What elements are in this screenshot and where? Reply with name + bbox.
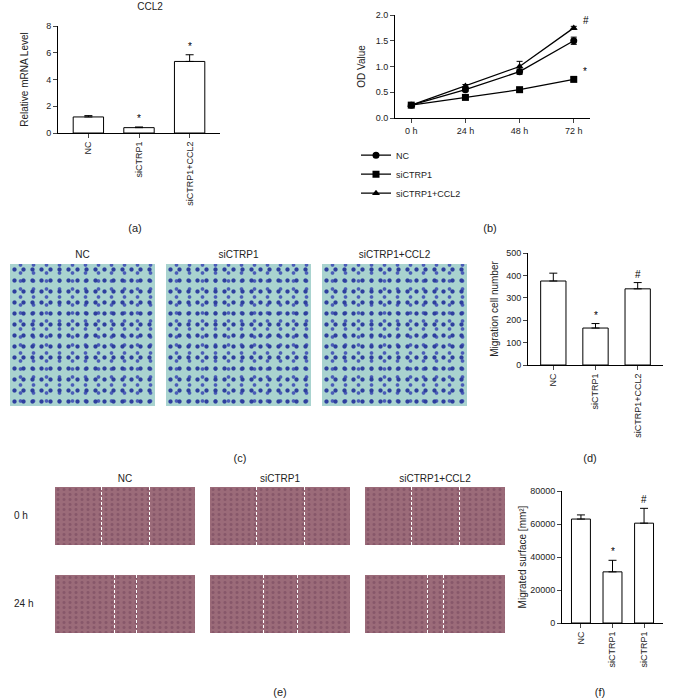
svg-text:siCTRP1+CCL2: siCTRP1+CCL2 — [633, 374, 643, 438]
svg-text:siCTRP1+CCL2: siCTRP1+CCL2 — [396, 189, 460, 199]
svg-text:8: 8 — [46, 21, 51, 31]
svg-text:NC: NC — [548, 373, 558, 386]
html-text:siCTRP1: siCTRP1 — [218, 249, 259, 260]
svg-text:*: * — [137, 113, 141, 124]
html-text:(c): (c) — [233, 452, 247, 464]
svg-text:0.0: 0.0 — [376, 113, 389, 123]
html-text:siCTRP1: siCTRP1 — [260, 473, 300, 484]
svg-text:60000: 60000 — [530, 519, 555, 529]
svg-text:100: 100 — [506, 338, 521, 348]
svg-text:*: * — [583, 66, 587, 77]
svg-text:siCTRP1: siCTRP1 — [134, 142, 144, 178]
svg-text:48 h: 48 h — [511, 126, 529, 136]
html-text:(e): (e) — [273, 686, 287, 698]
svg-text:NC: NC — [83, 141, 93, 154]
html-text:siCTRP1+CCL2: siCTRP1+CCL2 — [399, 473, 471, 484]
svg-text:2: 2 — [46, 101, 51, 111]
html-text:(b): (b) — [483, 222, 497, 234]
html-text:NC: NC — [75, 249, 90, 260]
svg-text:Relative mRNA Level: Relative mRNA Level — [19, 32, 30, 126]
svg-text:*: * — [594, 310, 598, 321]
html-text:siCTRP1+CCL2: siCTRP1+CCL2 — [358, 249, 431, 260]
svg-text:0: 0 — [550, 618, 555, 628]
html-text:(d): (d) — [583, 452, 597, 464]
svg-text:siCTRP1+CCL2: siCTRP1+CCL2 — [185, 142, 195, 206]
svg-text:Migration cell number: Migration cell number — [489, 261, 500, 357]
svg-text:0.5: 0.5 — [376, 87, 389, 97]
svg-text:20000: 20000 — [530, 585, 555, 595]
svg-text:500: 500 — [506, 248, 521, 258]
svg-text:#: # — [635, 269, 641, 280]
svg-text:siCTRP1: siCTRP1 — [607, 632, 617, 668]
svg-text:siCTRP1: siCTRP1 — [639, 632, 649, 668]
svg-text:24 h: 24 h — [457, 126, 475, 136]
svg-text:40000: 40000 — [530, 552, 555, 562]
svg-text:NC: NC — [576, 631, 586, 644]
svg-text:200: 200 — [506, 315, 521, 325]
svg-text:4: 4 — [46, 75, 51, 85]
svg-text:Migrated surface [mm²]: Migrated surface [mm²] — [517, 505, 528, 608]
svg-text:0: 0 — [516, 360, 521, 370]
svg-text:1.5: 1.5 — [376, 36, 389, 46]
svg-text:siCTRP1: siCTRP1 — [590, 374, 600, 410]
svg-text:#: # — [583, 15, 589, 26]
svg-text:72 h: 72 h — [565, 126, 583, 136]
svg-text:2.0: 2.0 — [376, 10, 389, 20]
svg-text:*: * — [188, 41, 192, 52]
svg-text:#: # — [641, 494, 647, 505]
html-text:0 h: 0 h — [14, 510, 28, 521]
svg-text:NC: NC — [396, 151, 409, 161]
html-text:24 h: 24 h — [14, 598, 34, 609]
html-text:(a): (a) — [128, 222, 142, 234]
svg-text:*: * — [611, 546, 615, 557]
svg-text:siCTRP1: siCTRP1 — [396, 170, 432, 180]
svg-text:1.0: 1.0 — [376, 62, 389, 72]
svg-text:80000: 80000 — [530, 486, 555, 496]
html-text:(f): (f) — [594, 686, 606, 698]
svg-text:400: 400 — [506, 271, 521, 281]
svg-text:CCL2: CCL2 — [137, 1, 163, 12]
svg-text:0: 0 — [46, 128, 51, 138]
svg-text:300: 300 — [506, 293, 521, 303]
svg-text:0 h: 0 h — [405, 126, 418, 136]
svg-text:6: 6 — [46, 48, 51, 58]
svg-text:OD Value: OD Value — [356, 45, 367, 88]
html-text:NC: NC — [117, 473, 133, 484]
